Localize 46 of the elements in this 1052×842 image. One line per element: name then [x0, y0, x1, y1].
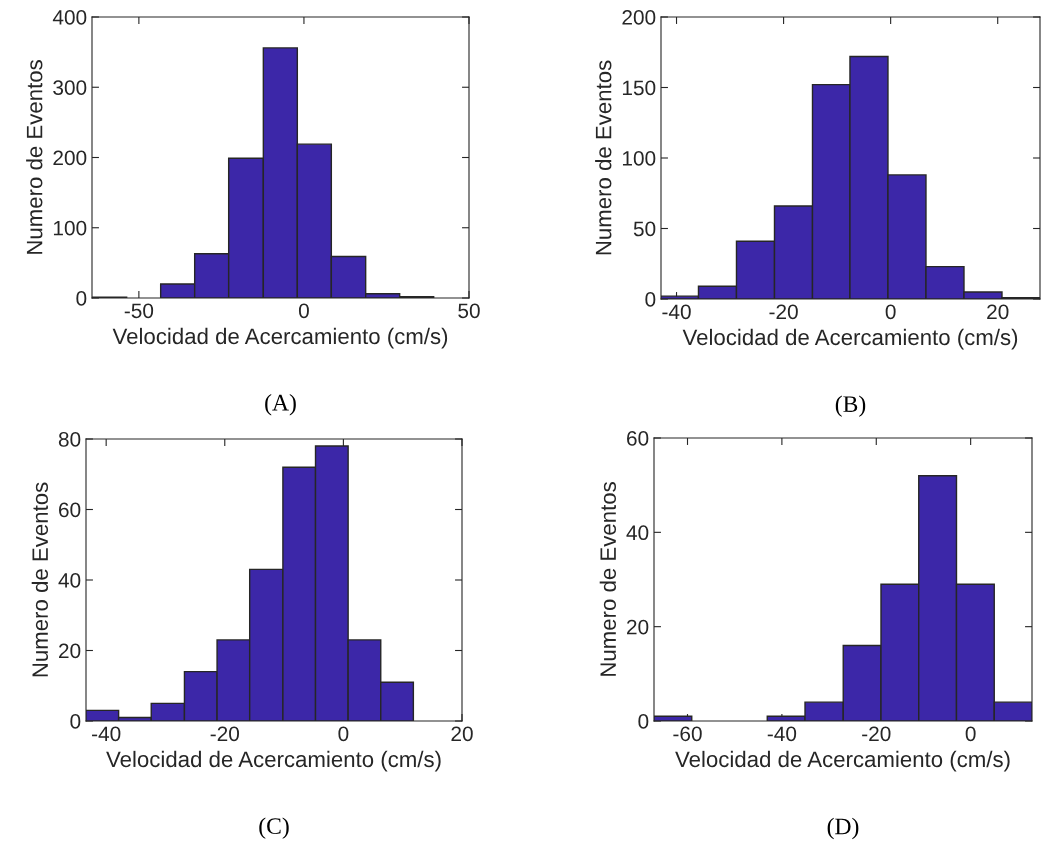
x-tick-label: 0 — [338, 726, 349, 742]
y-tick-label: 20 — [59, 643, 81, 659]
x-tick-label: -60 — [673, 726, 702, 742]
text: (A) — [265, 394, 296, 416]
x-axis-title: Velocidad de Acercamiento (cm/s) — [106, 750, 441, 772]
y-tick-label: 0 — [76, 291, 87, 306]
y-tick-label: 60 — [59, 502, 81, 518]
x-tick-label: -20 — [769, 304, 798, 320]
y-tick-label: 0 — [70, 714, 81, 729]
text: (D) — [827, 817, 859, 840]
y-tick-label: 50 — [633, 221, 656, 237]
y-tick-label: 20 — [627, 619, 649, 635]
y-tick-label: 200 — [622, 10, 656, 25]
y-axis-title: Numero de Eventos — [595, 60, 612, 255]
x-tick-label: -40 — [662, 304, 691, 320]
y-tick-label: 0 — [638, 714, 649, 729]
x-axis-title: Velocidad de Acercamiento (cm/s) — [675, 750, 1010, 772]
y-tick-label: 300 — [53, 80, 87, 95]
x-tick-label: 20 — [451, 726, 473, 742]
text: (B) — [835, 395, 866, 417]
y-tick-label: 100 — [53, 220, 87, 236]
y-tick-label: 400 — [52, 10, 87, 25]
y-tick-label: 40 — [58, 573, 81, 588]
x-tick-label: -20 — [862, 726, 891, 742]
x-tick-label: 20 — [987, 304, 1009, 320]
x-tick-label: 0 — [965, 726, 976, 742]
x-tick-label: 50 — [458, 303, 480, 319]
x-axis-title: Velocidad de Acercamiento (cm/s) — [682, 328, 1018, 350]
x-tick-label: 0 — [885, 304, 896, 320]
y-tick-label: 200 — [53, 150, 87, 166]
y-tick-label: 150 — [622, 80, 656, 96]
y-axis-title: Numero de Eventos — [31, 482, 49, 677]
x-tick-label: -50 — [124, 303, 154, 319]
y-tick-label: 40 — [626, 525, 649, 541]
y-tick-label: 80 — [58, 432, 81, 447]
y-tick-label: 60 — [627, 431, 649, 446]
x-tick-label: -20 — [210, 726, 240, 742]
y-axis-title: Numero de Eventos — [26, 60, 43, 254]
x-axis-title: Velocidad de Acercamiento (cm/s) — [112, 327, 448, 349]
x-tick-label: 0 — [298, 303, 309, 319]
y-axis-title: Numero de Eventos — [599, 482, 617, 676]
y-tick-label: 100 — [622, 151, 656, 166]
x-tick-label: -40 — [767, 726, 797, 742]
text: (C) — [259, 817, 289, 839]
x-tick-label: -40 — [92, 726, 121, 742]
y-tick-label: 0 — [645, 292, 656, 307]
